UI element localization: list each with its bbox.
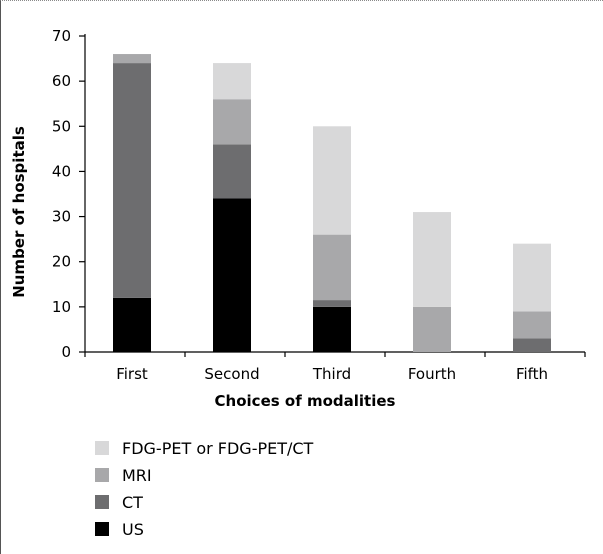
legend-label-us: US bbox=[122, 520, 144, 539]
x-tick-label-fourth: Fourth bbox=[408, 365, 456, 383]
bar-fifth-fdg-pet-or-fdg-pet-ct bbox=[513, 243, 551, 312]
legend-swatch-us bbox=[95, 522, 109, 536]
legend-swatch-fdg-pet-or-fdg-pet-ct bbox=[95, 441, 109, 455]
x-tick-label-second: Second bbox=[204, 365, 259, 383]
bar-second-fdg-pet-or-fdg-pet-ct bbox=[213, 63, 251, 100]
legend-label-fdg-pet-or-fdg-pet-ct: FDG-PET or FDG-PET/CT bbox=[122, 439, 314, 458]
y-tick-label-10: 10 bbox=[52, 298, 71, 316]
bar-fourth-fdg-pet-or-fdg-pet-ct bbox=[413, 212, 451, 307]
bar-first-mri bbox=[113, 54, 151, 64]
y-axis: 0 10 20 30 40 50 60 70 bbox=[52, 27, 86, 361]
bar-third-us bbox=[313, 306, 351, 352]
y-tick-label-0: 0 bbox=[61, 343, 71, 361]
y-tick-label-50: 50 bbox=[52, 117, 71, 135]
bar-second-ct bbox=[213, 144, 251, 199]
x-tick-label-fifth: Fifth bbox=[516, 365, 548, 383]
x-tick-label-third: Third bbox=[312, 365, 351, 383]
x-axis-title: Choices of modalities bbox=[215, 392, 396, 410]
y-tick-label-30: 30 bbox=[52, 208, 71, 226]
bar-fifth-ct bbox=[513, 338, 551, 352]
y-tick-label-40: 40 bbox=[52, 162, 71, 180]
legend-swatch-mri bbox=[95, 468, 109, 482]
bar-first-ct bbox=[113, 63, 151, 298]
bar-fourth-mri bbox=[413, 306, 451, 352]
y-tick-label-20: 20 bbox=[52, 253, 71, 271]
y-tick-label-70: 70 bbox=[52, 27, 71, 45]
y-axis-title: Number of hospitals bbox=[10, 126, 28, 298]
bar-fifth-mri bbox=[513, 311, 551, 339]
legend-label-ct: CT bbox=[122, 493, 143, 512]
bars bbox=[113, 54, 551, 352]
x-tick-label-first: First bbox=[116, 365, 148, 383]
bar-first-us bbox=[113, 297, 151, 352]
legend: FDG-PET or FDG-PET/CT MRI CT US bbox=[95, 439, 314, 539]
bar-third-fdg-pet-or-fdg-pet-ct bbox=[313, 126, 351, 235]
bar-second-us bbox=[213, 198, 251, 352]
bar-third-mri bbox=[313, 234, 351, 301]
y-tick-label-60: 60 bbox=[52, 72, 71, 90]
bar-second-mri bbox=[213, 99, 251, 145]
bar-third-ct bbox=[313, 300, 351, 307]
legend-swatch-ct bbox=[95, 495, 109, 509]
x-axis: First Second Third Fourth Fifth bbox=[84, 351, 586, 383]
legend-label-mri: MRI bbox=[122, 466, 152, 485]
